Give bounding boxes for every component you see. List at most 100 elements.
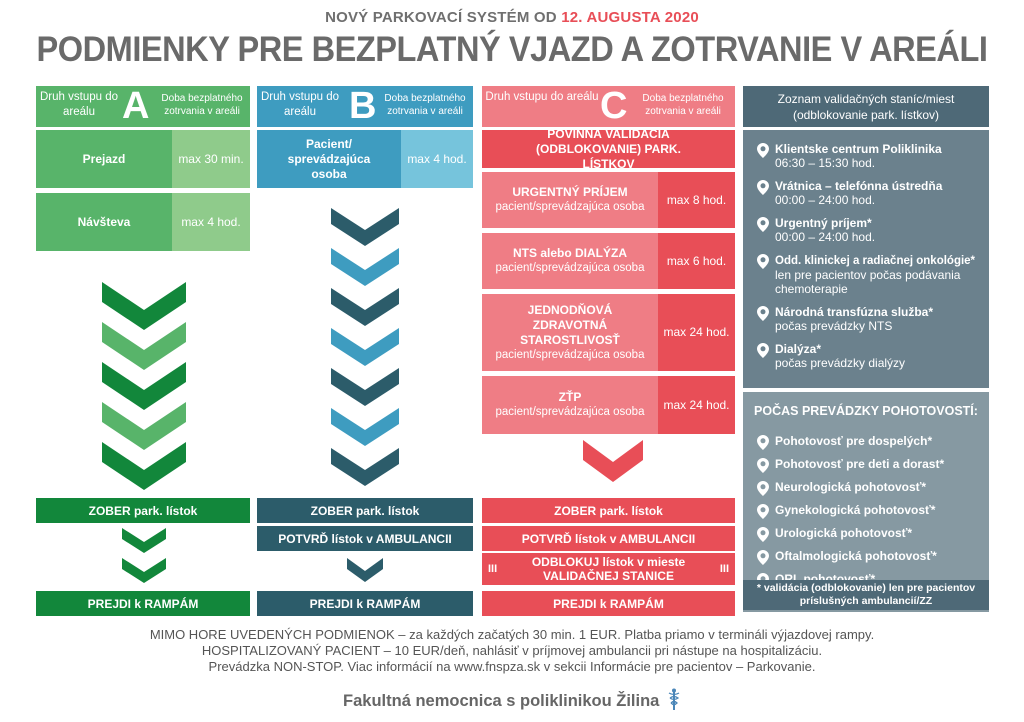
row-time: max 24 hod.: [658, 294, 735, 371]
station-name: Urgentný príjem*: [775, 216, 872, 230]
station-name: Dialýza*: [775, 342, 822, 356]
step-marker-right: III: [719, 563, 729, 575]
supertitle: NOVÝ PARKOVACÍ SYSTÉM OD 12. AUGUSTA 202…: [0, 9, 1024, 26]
validation-note: * validácia (odblokovanie) len pre pacie…: [743, 580, 989, 610]
list-item: Odd. klinickej a radiačnej onkológie* len…: [757, 253, 989, 296]
supertitle-text: NOVÝ PARKOVACÍ SYSTÉM OD: [325, 9, 557, 26]
row-time: max 8 hod.: [658, 172, 735, 228]
go-ramps-step: PREJDI k RAMPÁM: [36, 591, 250, 616]
location-pin-icon: [757, 142, 775, 170]
row-sub: pacient/sprevádzajúca osoba: [495, 262, 645, 274]
list-item: Urgentný príjem* 00:00 – 24:00 hod.: [757, 216, 989, 244]
emergency-name: Pohotovosť pre deti a dorast*: [775, 457, 945, 471]
chevron-down-icon: [331, 208, 399, 486]
footer-line-3: Prevádzka NON-STOP. Viac informácií na w…: [208, 659, 816, 674]
list-item: Dialýza* počas prevádzky dialýzy: [757, 342, 989, 370]
take-ticket-step: ZOBER park. lístok: [257, 498, 473, 523]
emergency-name: Neurologická pohotovosť*: [775, 480, 927, 494]
row-label: Pacient/ sprevádzajúca osoba: [257, 130, 401, 188]
column-letter: B: [349, 85, 377, 127]
column-c-header: Druh vstupu do areálu C Doba bezplatného…: [482, 86, 735, 127]
location-pin-icon: [757, 305, 775, 333]
station-detail: 00:00 – 24:00 hod.: [775, 193, 876, 207]
footer-line-1: MIMO HORE UVEDENÝCH PODMIENOK – za každý…: [149, 627, 875, 642]
list-item: Pohotovosť pre deti a dorast*: [757, 457, 989, 473]
footer-line-2: HOSPITALIZOVANÝ PACIENT – 10 EUR/deň, na…: [201, 643, 823, 658]
station-detail: počas prevádzky dialýzy: [775, 356, 906, 370]
row-sub: pacient/sprevádzajúca osoba: [495, 201, 645, 213]
row-time: max 30 min.: [172, 130, 250, 188]
list-item: Vrátnica – telefónna ústredňa 00:00 – 24:…: [757, 179, 989, 207]
station-name: Národná transfúzna služba*: [775, 305, 934, 319]
stations-list: Klientske centrum Poliklinika 06:30 – 15:…: [743, 130, 989, 388]
chevron-down-icon: [122, 528, 166, 583]
row-label: NTS alebo DIALÝZA: [512, 246, 627, 260]
location-pin-icon: [757, 480, 775, 496]
unlock-ticket-step: III ODBLOKUJ lístok v mieste VALIDAČNEJ …: [482, 553, 735, 585]
station-detail: 00:00 – 24:00 hod.: [775, 230, 876, 244]
entry-type-label: Druh vstupu do areálu: [485, 91, 599, 103]
take-ticket-step: ZOBER park. lístok: [36, 498, 250, 523]
step-marker-left: III: [488, 563, 498, 575]
take-ticket-step: ZOBER park. lístok: [482, 498, 735, 523]
location-pin-icon: [757, 503, 775, 519]
station-name: Odd. klinickej a radiačnej onkológie*: [775, 255, 976, 267]
row-time: max 4 hod.: [172, 193, 250, 251]
go-ramps-step: PREJDI k RAMPÁM: [257, 591, 473, 616]
location-pin-icon: [757, 179, 775, 207]
emergency-title: POČAS PREVÁDZKY POHOTOVOSTÍ:: [754, 404, 978, 418]
confirm-ticket-step: POTVRĎ lístok v AMBULANCII: [482, 526, 735, 551]
location-pin-icon: [757, 434, 775, 450]
column-letter: A: [122, 85, 150, 127]
confirm-ticket-step: POTVRĎ lístok v AMBULANCII: [257, 526, 473, 551]
emergency-name: Pohotovosť pre dospelých*: [775, 434, 933, 448]
station-name: Klientske centrum Poliklinika: [775, 142, 942, 156]
station-name: Vrátnica – telefónna ústredňa: [775, 179, 943, 193]
row-c-ztp: ZŤP pacient/sprevádzajúca osoba: [482, 376, 658, 434]
emergency-name: Urologická pohotovosť*: [775, 526, 913, 540]
location-pin-icon: [757, 253, 775, 296]
free-time-label: Doba bezplatného zotrvania v areáli: [642, 93, 724, 117]
row-sub: pacient/sprevádzajúca osoba: [495, 406, 645, 418]
entry-type-label: Druh vstupu do areálu: [40, 91, 118, 118]
station-detail: 06:30 – 15:30 hod.: [775, 156, 876, 170]
row-label: Prejazd: [36, 130, 172, 188]
launch-date: 12. AUGUSTA 2020: [561, 9, 699, 26]
list-item: Gynekologická pohotovosť*: [757, 503, 989, 519]
chevron-down-icon: [583, 440, 643, 482]
list-item: Klientske centrum Poliklinika 06:30 – 15:…: [757, 142, 989, 170]
list-item: Urologická pohotovosť*: [757, 526, 989, 542]
row-label: URGENTNÝ PRÍJEM: [512, 185, 628, 199]
row-time: max 4 hod.: [401, 130, 473, 188]
emergency-list: POČAS PREVÁDZKY POHOTOVOSTÍ: Pohotovosť …: [743, 392, 989, 612]
emergency-name: Oftalmologická pohotovosť*: [775, 549, 937, 563]
go-ramps-step: PREJDI k RAMPÁM: [482, 591, 735, 616]
chevron-down-icon: [102, 282, 186, 490]
row-time: max 6 hod.: [658, 233, 735, 289]
free-time-label: Doba bezplatného zotrvania v areáli: [161, 93, 243, 117]
row-sub: pacient/sprevádzajúca osoba: [495, 348, 645, 361]
row-c-urgent: URGENTNÝ PRÍJEM pacient/sprevádzajúca os…: [482, 172, 658, 228]
row-c-nts: NTS alebo DIALÝZA pacient/sprevádzajúca …: [482, 233, 658, 289]
brand-name: Fakultná nemocnica s poliklinikou Žilina: [343, 692, 660, 710]
free-time-label: Doba bezplatného zotrvania v areáli: [384, 93, 466, 117]
column-b-header: Druh vstupu do areálu B Doba bezplatného…: [257, 86, 473, 127]
entry-type-label: Druh vstupu do areálu: [261, 91, 339, 118]
caduceus-logo-icon: [668, 688, 680, 710]
list-item: Oftalmologická pohotovosť*: [757, 549, 989, 565]
column-a-header: Druh vstupu do areálu A Doba bezplatného…: [36, 86, 250, 127]
list-item: Národná transfúzna služba* počas prevádzk…: [757, 305, 989, 333]
location-pin-icon: [757, 216, 775, 244]
mandatory-validation: POVINNÁ VALIDÁCIA (ODBLOKOVANIE) PARK. L…: [482, 127, 735, 171]
location-pin-icon: [757, 526, 775, 542]
unlock-label: ODBLOKUJ lístok v mieste VALIDAČNEJ STAN…: [531, 555, 686, 583]
row-label: ZŤP: [558, 390, 582, 404]
location-pin-icon: [757, 342, 775, 370]
emergency-name: Gynekologická pohotovosť*: [775, 503, 936, 517]
list-item: Pohotovosť pre dospelých*: [757, 434, 989, 450]
location-pin-icon: [757, 457, 775, 473]
station-detail: počas prevádzky NTS: [775, 319, 893, 333]
hospital-brand: Fakultná nemocnica s poliklinikou Žilina: [0, 688, 1024, 711]
stations-header-text: Zoznam validačných staníc/miest (odbloko…: [777, 91, 955, 122]
row-c-one-day: JEDNODŇOVÁ ZDRAVOTNÁ STAROSTLIVOSŤ pacie…: [482, 294, 658, 371]
